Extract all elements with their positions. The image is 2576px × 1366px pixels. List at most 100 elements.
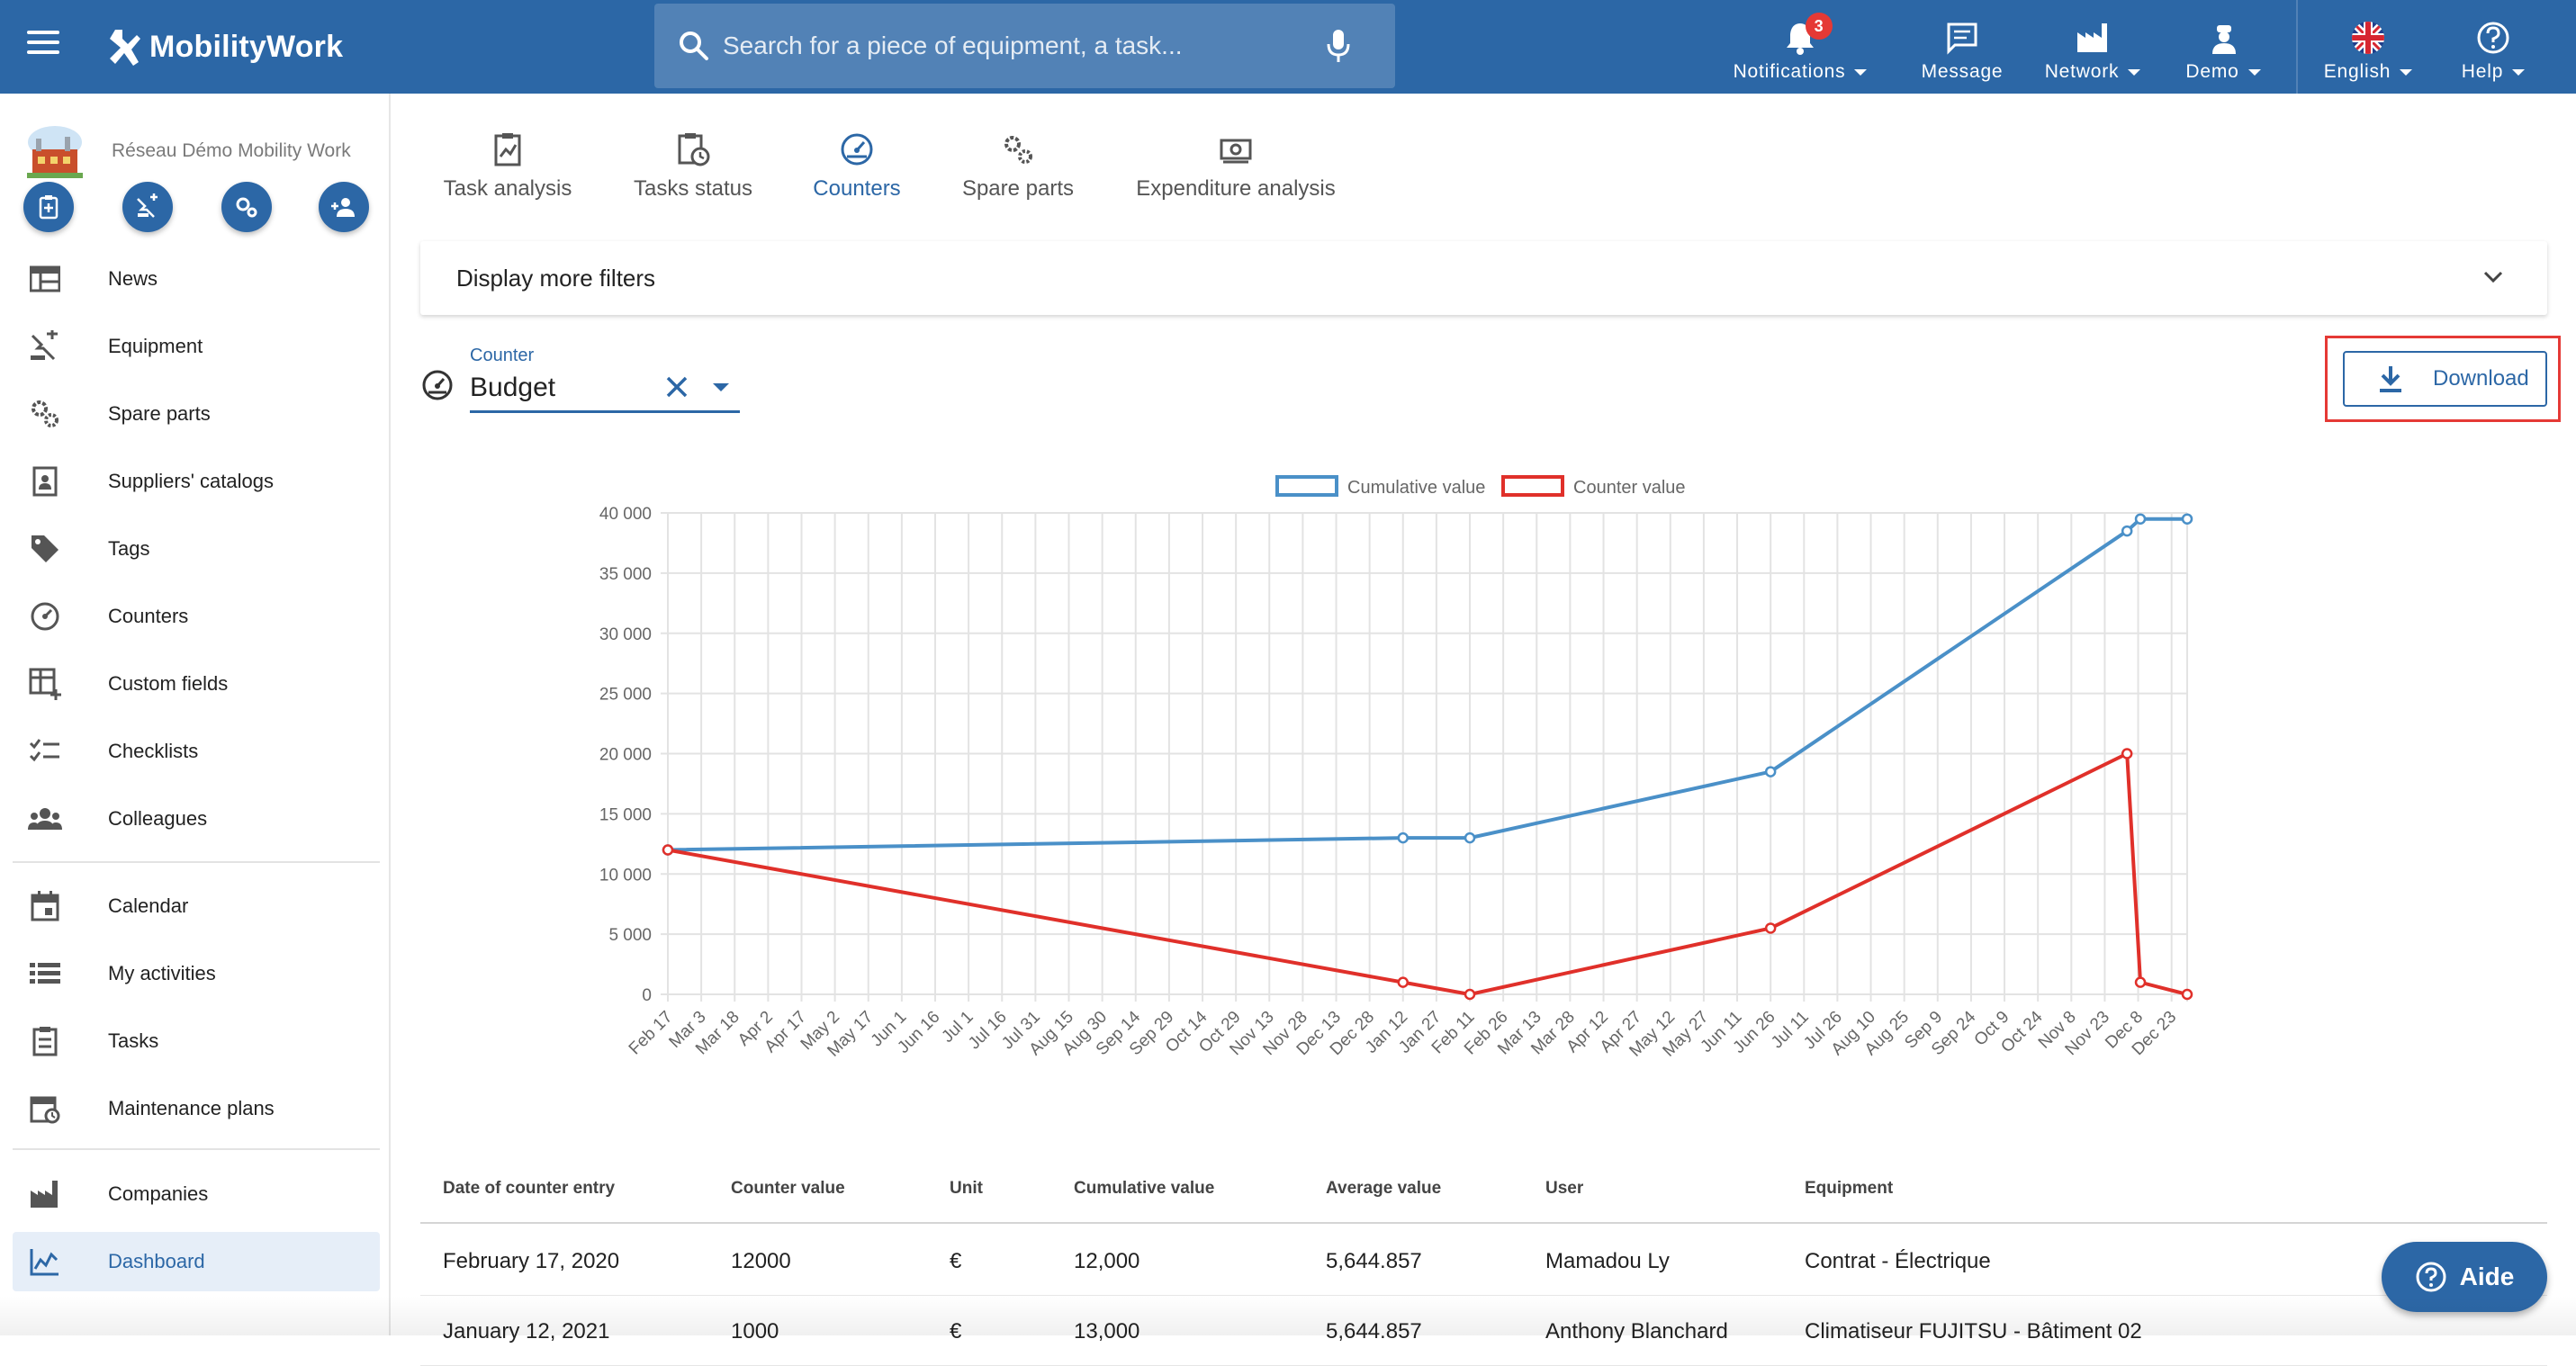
tab-task-analysis[interactable]: Task analysis — [438, 131, 577, 203]
data-point[interactable] — [1764, 766, 1777, 777]
sidebar-item-my-activities[interactable]: My activities — [13, 944, 380, 1003]
nav-notifications-label: Notifications — [1733, 61, 1846, 82]
microphone-icon[interactable] — [1325, 28, 1352, 64]
sidebar-item-news[interactable]: News — [13, 249, 380, 309]
organization-header[interactable]: Réseau Démo Mobility Work — [23, 122, 351, 180]
column-header[interactable]: Counter value — [731, 1179, 845, 1198]
news-icon — [27, 261, 63, 297]
counter-chart: Cumulative value Counter value 0 5 000 10 … — [420, 459, 2547, 1116]
sidebar-item-tags[interactable]: Tags — [13, 519, 380, 579]
top-app-bar: MobilityWork 3 Notifications Message Net… — [0, 0, 2576, 94]
sidebar-item-companies[interactable]: Companies — [13, 1164, 380, 1224]
sidebar-item-checklists[interactable]: Checklists — [13, 722, 380, 781]
sidebar-item-suppliers-catalogs[interactable]: Suppliers' catalogs — [13, 452, 380, 511]
sidebar-item-label: Suppliers' catalogs — [108, 470, 274, 492]
x-tick-label: Feb 17 — [626, 1008, 677, 1059]
data-point[interactable] — [1764, 922, 1777, 934]
search-input[interactable] — [723, 31, 1325, 60]
y-tick-label: 0 — [642, 986, 652, 1005]
sidebar-item-maintenance-plans[interactable]: Maintenance plans — [13, 1079, 380, 1138]
caret-down-icon — [2247, 68, 2261, 76]
tab-counters[interactable]: Counters — [806, 131, 907, 203]
help-icon — [2416, 1262, 2446, 1292]
nav-divider — [2296, 0, 2298, 94]
column-header[interactable]: User — [1545, 1179, 1584, 1198]
tasks-status-icon — [678, 133, 710, 166]
quick-add-spare-part-button[interactable] — [221, 182, 272, 232]
tab-tasks-status[interactable]: Tasks status — [630, 131, 756, 203]
search-bar[interactable] — [654, 4, 1395, 88]
sidebar-item-counters[interactable]: Counters — [13, 587, 380, 646]
counter-icon — [27, 598, 63, 634]
tab-spare-parts[interactable]: Spare parts — [958, 131, 1078, 203]
sidebar-item-equipment[interactable]: Equipment — [13, 317, 380, 376]
nav-language[interactable]: English — [2310, 9, 2427, 85]
clear-icon[interactable] — [664, 374, 689, 400]
data-point[interactable] — [1397, 831, 1410, 844]
table-cell: Mamadou Ly — [1545, 1249, 1670, 1273]
table-cell: 12,000 — [1074, 1249, 1140, 1273]
nav-help[interactable]: Help — [2448, 9, 2538, 85]
data-point[interactable] — [2121, 525, 2133, 537]
data-point[interactable] — [1397, 976, 1410, 988]
counter-select[interactable]: Counter Budget — [416, 342, 740, 414]
column-header[interactable]: Unit — [950, 1179, 983, 1198]
dashboard-icon — [27, 1244, 63, 1280]
nav-notifications[interactable]: 3 Notifications — [1728, 9, 1872, 85]
data-point[interactable] — [1464, 831, 1476, 844]
series-line-cumulative — [667, 517, 2187, 852]
column-header[interactable]: Cumulative value — [1074, 1179, 1215, 1198]
nav-network[interactable]: Network — [2034, 9, 2151, 85]
sidebar-item-spare-parts[interactable]: Spare parts — [13, 384, 380, 444]
quick-add-equipment-button[interactable] — [122, 182, 173, 232]
nav-demo[interactable]: Demo — [2178, 9, 2268, 85]
quick-add-colleague-button[interactable] — [319, 182, 369, 232]
search-icon — [680, 31, 708, 60]
data-point[interactable] — [2134, 513, 2147, 525]
tab-label: Task analysis — [443, 176, 572, 201]
nav-message-label: Message — [1921, 61, 2004, 82]
sidebar-item-label: Custom fields — [108, 672, 229, 695]
counter-gauge-icon — [841, 133, 873, 166]
brand-name: MobilityWork — [149, 29, 344, 64]
column-header[interactable]: Equipment — [1805, 1179, 1894, 1198]
brand-logo[interactable]: MobilityWork — [106, 22, 343, 72]
chevron-down-icon[interactable] — [2482, 266, 2504, 288]
tab-expenditure-analysis[interactable]: Expenditure analysis — [1132, 131, 1339, 203]
data-point[interactable] — [2181, 988, 2193, 1001]
menu-icon[interactable] — [27, 31, 59, 58]
dropdown-arrow-icon[interactable] — [713, 383, 729, 391]
sidebar-item-label: Counters — [108, 605, 189, 627]
sidebar-item-colleagues[interactable]: Colleagues — [13, 789, 380, 849]
column-header[interactable]: Average value — [1326, 1179, 1442, 1198]
nav-message[interactable]: Message — [1908, 9, 2016, 85]
sidebar-item-calendar[interactable]: Calendar — [13, 876, 380, 936]
data-point[interactable] — [662, 844, 674, 856]
table-cell: Contrat - Électrique — [1805, 1249, 1991, 1273]
sidebar-item-dashboard[interactable]: Dashboard — [13, 1232, 380, 1291]
data-point[interactable] — [2181, 513, 2193, 525]
data-point[interactable] — [2121, 748, 2133, 759]
more-filters-panel[interactable]: Display more filters — [420, 241, 2547, 315]
nav-language-label: English — [2323, 61, 2391, 82]
equipment-icon — [27, 328, 63, 364]
column-header[interactable]: Date of counter entry — [443, 1179, 616, 1198]
quick-add-task-button[interactable] — [23, 182, 74, 232]
counter-select-underline — [470, 410, 740, 413]
sidebar-item-tasks[interactable]: Tasks — [13, 1011, 380, 1071]
data-point[interactable] — [2134, 976, 2147, 988]
money-icon — [1220, 139, 1252, 164]
table-row[interactable]: January 12, 2021 1000 € 13,000 5,644.857… — [420, 1296, 2547, 1366]
sidebar-item-custom-fields[interactable]: Custom fields — [13, 654, 380, 714]
spare-parts-icon — [27, 396, 63, 432]
y-tick-label: 30 000 — [599, 625, 652, 644]
table-row[interactable]: February 17, 2020 12000 € 12,000 5,644.8… — [420, 1226, 2547, 1296]
table-cell: January 12, 2021 — [443, 1319, 610, 1344]
aide-help-button[interactable]: Aide — [2382, 1242, 2547, 1312]
sidebar-divider — [13, 861, 380, 863]
data-point[interactable] — [1464, 988, 1476, 1001]
chart-legend[interactable]: Cumulative value Counter value — [1275, 475, 1686, 498]
counter-select-value[interactable]: Budget — [470, 373, 556, 402]
clipboard-add-icon — [39, 195, 59, 220]
download-button[interactable]: Download — [2343, 351, 2547, 407]
